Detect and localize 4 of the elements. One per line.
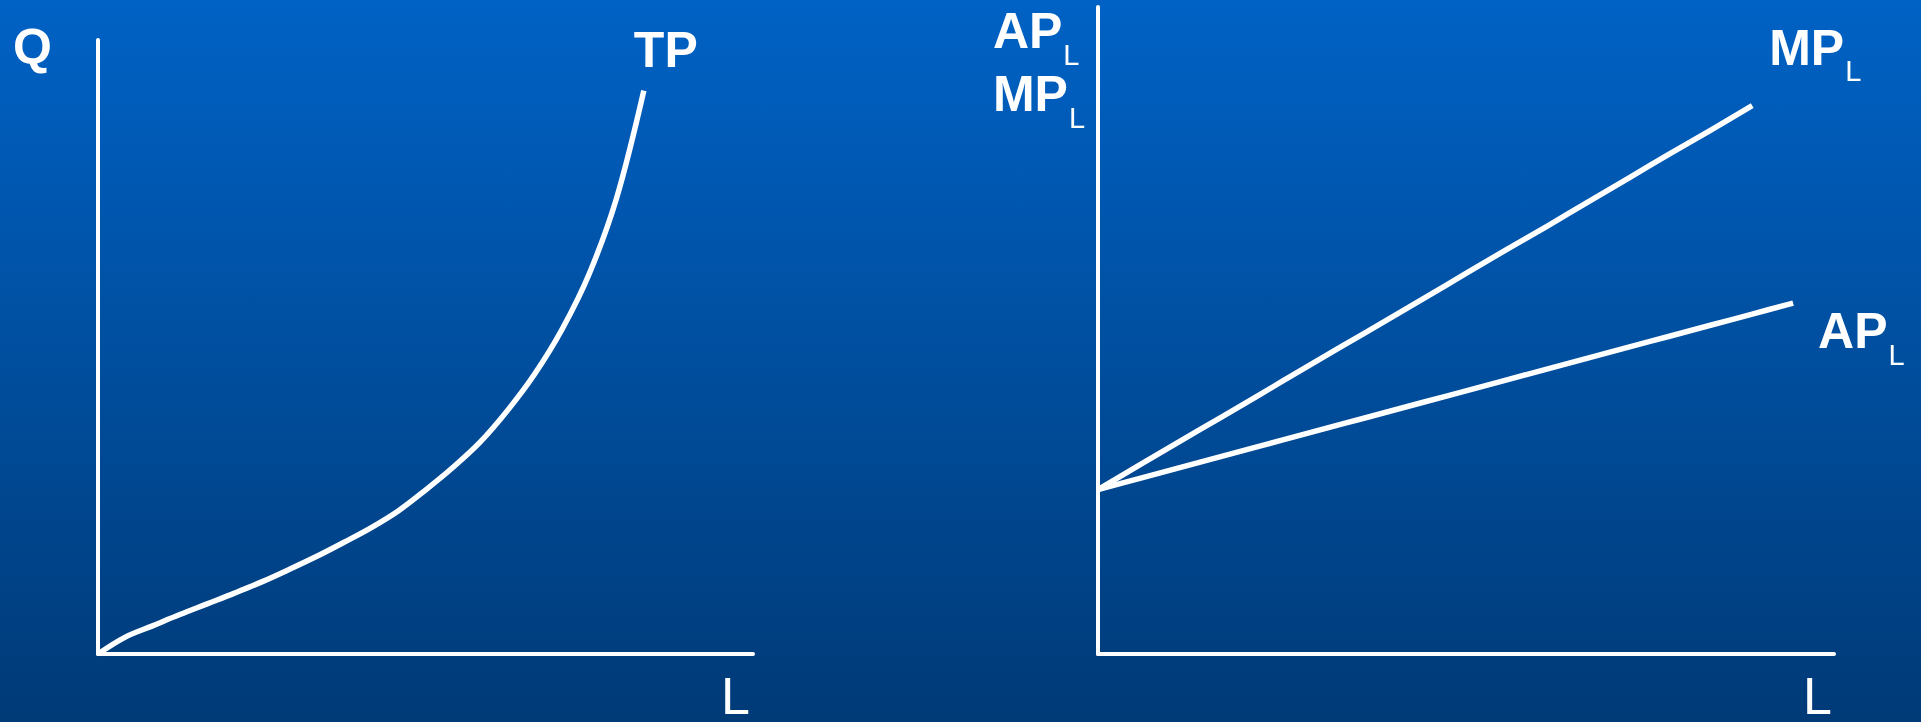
x-axis-title: L (721, 667, 750, 722)
x-axis-title: L (1803, 667, 1832, 722)
series-label: TP (633, 21, 698, 78)
y-axis-title: Q (13, 19, 53, 75)
